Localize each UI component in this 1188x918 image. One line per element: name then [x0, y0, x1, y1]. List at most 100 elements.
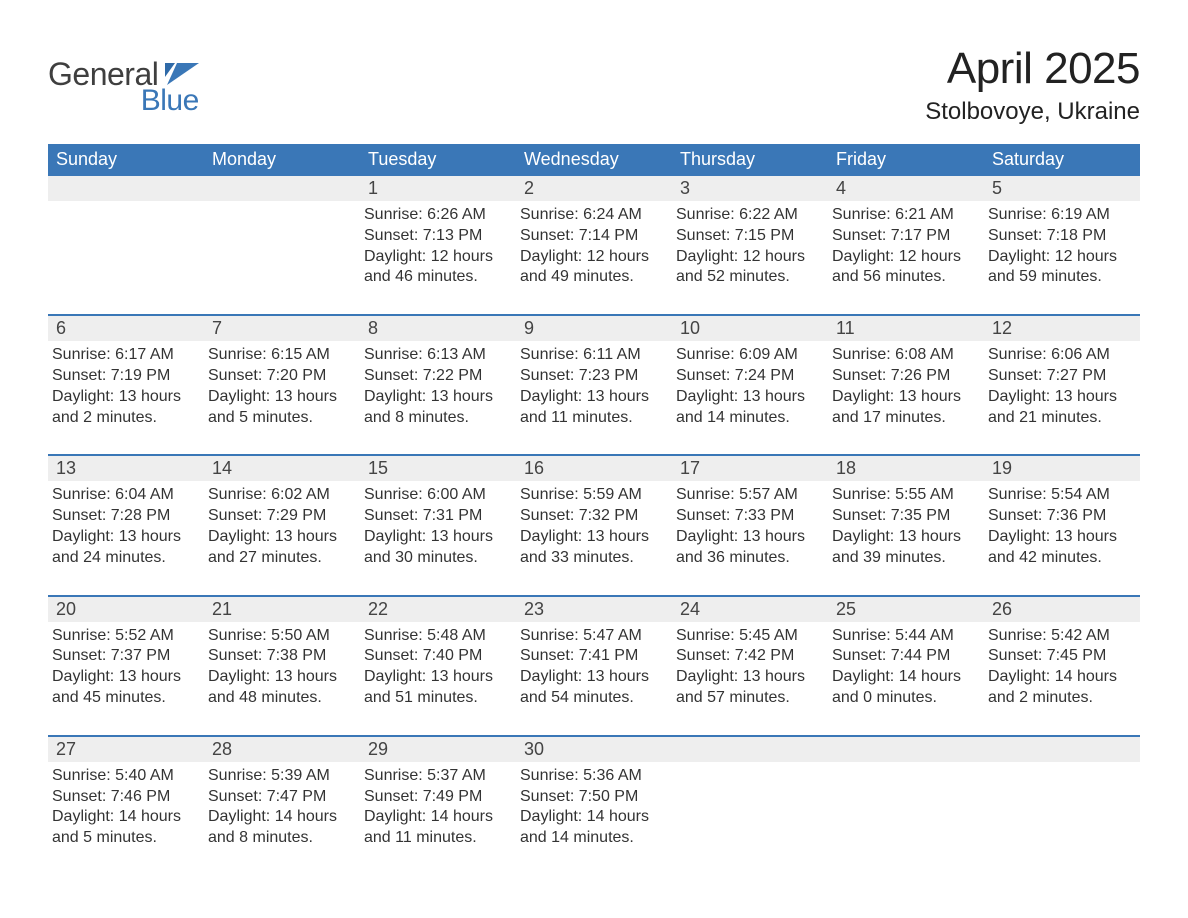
logo-text-block: General Blue — [48, 58, 199, 116]
daylight-line-1: Daylight: 13 hours — [520, 527, 664, 548]
sunrise-line: Sunrise: 6:13 AM — [364, 345, 508, 366]
sunrise-line: Sunrise: 5:47 AM — [520, 626, 664, 647]
dow-cell: Sunday — [48, 144, 204, 176]
daynum-cell: 12 — [984, 316, 1140, 341]
logo-flag-icon — [165, 63, 199, 85]
daylight-line-2: and 0 minutes. — [832, 688, 976, 709]
daylight-line-1: Daylight: 13 hours — [208, 387, 352, 408]
daylight-line-2: and 5 minutes. — [208, 408, 352, 429]
daylight-line-2: and 48 minutes. — [208, 688, 352, 709]
daylight-line-2: and 2 minutes. — [988, 688, 1132, 709]
daynum-row: 6789101112 — [48, 316, 1140, 341]
daylight-line-2: and 49 minutes. — [520, 267, 664, 288]
daylight-line-1: Daylight: 14 hours — [988, 667, 1132, 688]
daylight-line-2: and 36 minutes. — [676, 548, 820, 569]
sunset-line: Sunset: 7:19 PM — [52, 366, 196, 387]
sunset-line: Sunset: 7:38 PM — [208, 646, 352, 667]
daynum-cell: 20 — [48, 597, 204, 622]
daynum-cell — [828, 737, 984, 762]
daylight-line-2: and 21 minutes. — [988, 408, 1132, 429]
daynum-cell: 5 — [984, 176, 1140, 201]
daylight-line-1: Daylight: 12 hours — [520, 247, 664, 268]
week: 6789101112Sunrise: 6:17 AMSunset: 7:19 P… — [48, 314, 1140, 454]
sunrise-line: Sunrise: 5:57 AM — [676, 485, 820, 506]
daylight-line-1: Daylight: 12 hours — [364, 247, 508, 268]
sunset-line: Sunset: 7:24 PM — [676, 366, 820, 387]
daynum-cell: 14 — [204, 456, 360, 481]
daylight-line-2: and 33 minutes. — [520, 548, 664, 569]
day-cell: Sunrise: 6:06 AMSunset: 7:27 PMDaylight:… — [984, 341, 1140, 454]
sunrise-line: Sunrise: 5:36 AM — [520, 766, 664, 787]
daynum-cell: 28 — [204, 737, 360, 762]
daylight-line-1: Daylight: 12 hours — [988, 247, 1132, 268]
daynum-cell: 16 — [516, 456, 672, 481]
body-row: Sunrise: 6:04 AMSunset: 7:28 PMDaylight:… — [48, 481, 1140, 594]
day-cell: Sunrise: 5:39 AMSunset: 7:47 PMDaylight:… — [204, 762, 360, 875]
page-header: General Blue April 2025 Stolbovoye, Ukra… — [48, 44, 1140, 126]
sunset-line: Sunset: 7:32 PM — [520, 506, 664, 527]
daylight-line-2: and 14 minutes. — [676, 408, 820, 429]
daynum-cell: 8 — [360, 316, 516, 341]
sunset-line: Sunset: 7:20 PM — [208, 366, 352, 387]
sunrise-line: Sunrise: 6:02 AM — [208, 485, 352, 506]
dow-cell: Thursday — [672, 144, 828, 176]
daylight-line-2: and 45 minutes. — [52, 688, 196, 709]
calendar-page: General Blue April 2025 Stolbovoye, Ukra… — [0, 0, 1188, 875]
day-cell: Sunrise: 5:45 AMSunset: 7:42 PMDaylight:… — [672, 622, 828, 735]
sunset-line: Sunset: 7:29 PM — [208, 506, 352, 527]
day-cell: Sunrise: 5:50 AMSunset: 7:38 PMDaylight:… — [204, 622, 360, 735]
day-cell: Sunrise: 5:55 AMSunset: 7:35 PMDaylight:… — [828, 481, 984, 594]
day-cell: Sunrise: 5:44 AMSunset: 7:44 PMDaylight:… — [828, 622, 984, 735]
daylight-line-2: and 24 minutes. — [52, 548, 196, 569]
sunset-line: Sunset: 7:15 PM — [676, 226, 820, 247]
daylight-line-2: and 54 minutes. — [520, 688, 664, 709]
daylight-line-1: Daylight: 13 hours — [520, 667, 664, 688]
daylight-line-2: and 27 minutes. — [208, 548, 352, 569]
title-block: April 2025 Stolbovoye, Ukraine — [925, 44, 1140, 126]
weeks-container: 12345Sunrise: 6:26 AMSunset: 7:13 PMDayl… — [48, 176, 1140, 875]
sunset-line: Sunset: 7:23 PM — [520, 366, 664, 387]
daylight-line-1: Daylight: 13 hours — [832, 527, 976, 548]
sunrise-line: Sunrise: 6:21 AM — [832, 205, 976, 226]
sunrise-line: Sunrise: 6:24 AM — [520, 205, 664, 226]
sunset-line: Sunset: 7:22 PM — [364, 366, 508, 387]
sunrise-line: Sunrise: 5:39 AM — [208, 766, 352, 787]
daynum-cell: 24 — [672, 597, 828, 622]
daylight-line-2: and 8 minutes. — [208, 828, 352, 849]
daylight-line-1: Daylight: 13 hours — [988, 527, 1132, 548]
sunset-line: Sunset: 7:17 PM — [832, 226, 976, 247]
dow-cell: Tuesday — [360, 144, 516, 176]
sunrise-line: Sunrise: 5:40 AM — [52, 766, 196, 787]
daylight-line-2: and 46 minutes. — [364, 267, 508, 288]
daynum-row: 27282930 — [48, 737, 1140, 762]
daynum-cell: 25 — [828, 597, 984, 622]
body-row: Sunrise: 6:17 AMSunset: 7:19 PMDaylight:… — [48, 341, 1140, 454]
sunset-line: Sunset: 7:49 PM — [364, 787, 508, 808]
body-row: Sunrise: 6:26 AMSunset: 7:13 PMDaylight:… — [48, 201, 1140, 314]
daylight-line-2: and 11 minutes. — [364, 828, 508, 849]
sunrise-line: Sunrise: 6:19 AM — [988, 205, 1132, 226]
sunset-line: Sunset: 7:42 PM — [676, 646, 820, 667]
sunrise-line: Sunrise: 5:37 AM — [364, 766, 508, 787]
sunrise-line: Sunrise: 6:04 AM — [52, 485, 196, 506]
sunset-line: Sunset: 7:41 PM — [520, 646, 664, 667]
calendar: SundayMondayTuesdayWednesdayThursdayFrid… — [48, 144, 1140, 875]
daylight-line-2: and 5 minutes. — [52, 828, 196, 849]
sunrise-line: Sunrise: 5:42 AM — [988, 626, 1132, 647]
daynum-cell: 29 — [360, 737, 516, 762]
daylight-line-1: Daylight: 13 hours — [208, 667, 352, 688]
daylight-line-1: Daylight: 13 hours — [364, 527, 508, 548]
sunrise-line: Sunrise: 5:54 AM — [988, 485, 1132, 506]
daylight-line-2: and 17 minutes. — [832, 408, 976, 429]
sunset-line: Sunset: 7:13 PM — [364, 226, 508, 247]
daynum-cell: 15 — [360, 456, 516, 481]
daynum-cell: 11 — [828, 316, 984, 341]
week: 13141516171819Sunrise: 6:04 AMSunset: 7:… — [48, 454, 1140, 594]
day-cell — [204, 201, 360, 314]
day-cell: Sunrise: 6:19 AMSunset: 7:18 PMDaylight:… — [984, 201, 1140, 314]
sunrise-line: Sunrise: 6:11 AM — [520, 345, 664, 366]
daynum-cell: 10 — [672, 316, 828, 341]
daylight-line-1: Daylight: 13 hours — [520, 387, 664, 408]
daylight-line-2: and 42 minutes. — [988, 548, 1132, 569]
daynum-cell: 2 — [516, 176, 672, 201]
